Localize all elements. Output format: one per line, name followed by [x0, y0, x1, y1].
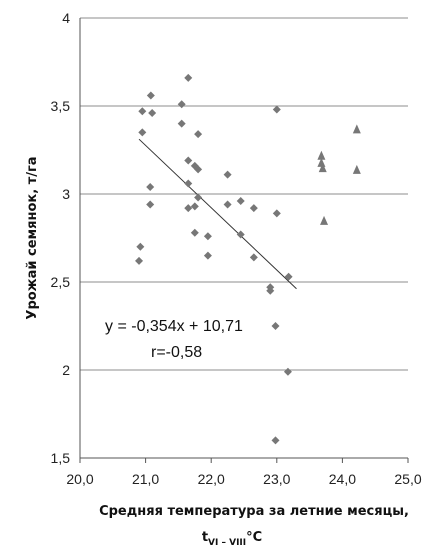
data-point-diamond [184, 73, 193, 82]
data-point-diamond [184, 204, 193, 213]
data-point-diamond [148, 109, 157, 118]
equation-annotation: y = -0,354x + 10,71 [105, 318, 243, 335]
y-tick-label: 4 [62, 10, 70, 26]
data-point-diamond [272, 105, 281, 114]
x-axis-title-subscript: VI – VIII [208, 538, 246, 548]
x-axis-title-line1: Средняя температура за летние месяцы, [99, 504, 409, 519]
x-axis-title-line2: tVI – VIII°C [202, 530, 262, 548]
data-point-triangle [320, 215, 329, 225]
trendline [138, 138, 297, 290]
grid-lines [80, 17, 408, 371]
data-point-diamond [271, 322, 280, 330]
data-point-diamond [249, 204, 258, 213]
tick-labels: 1,5 2 2,5 3 3,5 4 20,0 21,0 22,0 23,0 24,0 25,0 [51, 10, 422, 487]
data-point-diamond [194, 193, 203, 202]
data-point-diamond [184, 179, 193, 188]
x-tick-label: 22,0 [198, 471, 225, 487]
data-point-diamond [223, 200, 232, 209]
data-point-triangle [352, 124, 361, 134]
x-tick-label: 23,0 [263, 471, 290, 487]
x-axis-title-unit: °C [246, 530, 262, 545]
data-point-diamond [146, 91, 155, 100]
y-tick-label: 3 [62, 186, 70, 202]
data-point-diamond [223, 170, 232, 179]
data-point-triangle [352, 164, 361, 174]
trendline-layer [138, 138, 297, 290]
data-point-diamond [236, 230, 245, 239]
data-point-triangle [317, 150, 326, 160]
data-point-diamond [136, 242, 145, 251]
x-tick-label: 24,0 [329, 471, 356, 487]
data-point-diamond [194, 130, 203, 139]
y-tick-label: 2,5 [51, 274, 71, 290]
data-point-diamond [138, 128, 147, 137]
data-point-diamond [184, 156, 193, 165]
x-tick-label: 21,0 [132, 471, 159, 487]
data-point-diamond [272, 209, 281, 218]
data-point-triangle [317, 157, 326, 167]
data-point-triangle [318, 163, 327, 173]
data-point-diamond [284, 272, 293, 281]
data-point-diamond [236, 197, 245, 206]
data-point-diamond [271, 436, 280, 445]
data-point-diamond [266, 286, 275, 295]
data-point-diamond [135, 256, 144, 265]
y-tick-label: 2 [62, 362, 70, 378]
data-point-diamond [146, 182, 155, 191]
y-axis-title: Урожай семянок, т/га [25, 156, 40, 319]
data-point-diamond [138, 107, 147, 116]
y-tick-label: 3,5 [51, 98, 71, 114]
data-point-diamond [190, 228, 199, 237]
x-tick-label: 20,0 [66, 471, 93, 487]
data-point-diamond [177, 100, 186, 109]
data-point-diamond [203, 232, 212, 241]
data-point-diamond [249, 253, 258, 262]
x-axis-title-symbol: t [202, 530, 208, 545]
y-tick-label: 1,5 [51, 450, 71, 466]
data-point-diamond [177, 119, 186, 128]
axes [79, 18, 409, 463]
x-tick-label: 25,0 [394, 471, 421, 487]
r-annotation: r=-0,58 [151, 344, 202, 361]
data-point-diamond [190, 202, 199, 211]
data-point-diamond [146, 200, 155, 209]
data-point-diamond [283, 367, 292, 376]
data-point-diamond [194, 165, 203, 174]
data-point-diamond [203, 251, 212, 260]
data-points [135, 73, 361, 445]
